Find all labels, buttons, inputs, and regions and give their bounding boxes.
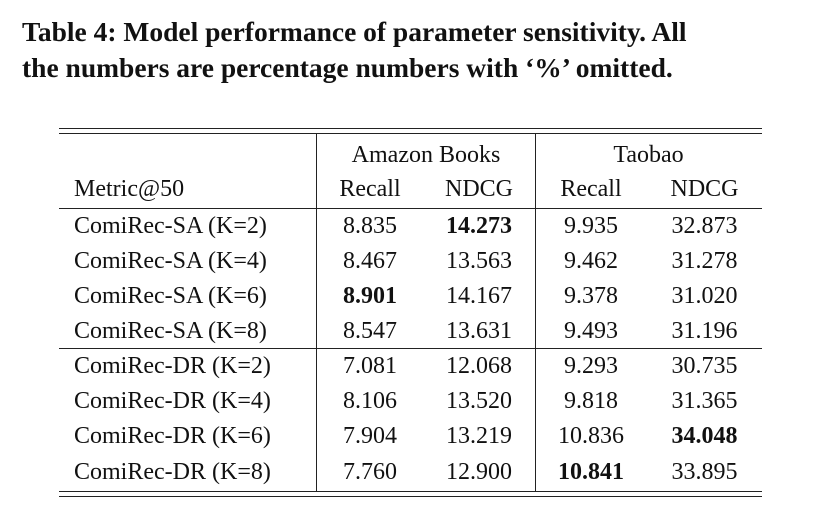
table-cell: 9.493 bbox=[564, 317, 618, 344]
table-cell: 9.462 bbox=[564, 247, 618, 274]
row-label: ComiRec-SA (K=6) bbox=[74, 282, 267, 309]
table-bottom-rule-inner bbox=[59, 491, 762, 492]
column-separator-dataset bbox=[535, 134, 536, 491]
row-label: ComiRec-DR (K=4) bbox=[74, 387, 271, 414]
table-cell: 31.196 bbox=[671, 317, 738, 344]
row-label: ComiRec-SA (K=4) bbox=[74, 247, 267, 274]
table-cell: 31.365 bbox=[671, 387, 738, 414]
table-cell: 10.836 bbox=[558, 422, 624, 449]
table-cell: 31.020 bbox=[671, 282, 738, 309]
table-cell: 34.048 bbox=[671, 422, 738, 449]
table-cell: 13.563 bbox=[446, 247, 512, 274]
table-top-rule-outer bbox=[59, 128, 762, 129]
table-cell: 7.081 bbox=[343, 352, 397, 379]
table-cell: 8.901 bbox=[343, 282, 397, 309]
table-cell: 8.547 bbox=[343, 317, 397, 344]
table-cell: 13.631 bbox=[446, 317, 512, 344]
table-cell: 33.895 bbox=[671, 458, 738, 485]
table-cell: 8.106 bbox=[343, 387, 397, 414]
group-separator-rule bbox=[59, 348, 762, 349]
table-top-rule-inner bbox=[59, 133, 762, 134]
table-cell: 7.904 bbox=[343, 422, 397, 449]
table-cell: 8.835 bbox=[343, 212, 397, 239]
table-cell: 9.818 bbox=[564, 387, 618, 414]
table-cell: 13.520 bbox=[446, 387, 512, 414]
group-header-taobao: Taobao bbox=[613, 142, 684, 168]
table-cell: 8.467 bbox=[343, 247, 397, 274]
results-table: Amazon Books Taobao Metric@50 Recall NDC… bbox=[59, 126, 762, 500]
caption-line-1: Table 4: Model performance of parameter … bbox=[22, 16, 687, 47]
metric-corner-label: Metric@50 bbox=[74, 176, 185, 202]
column-header-taobao-ndcg: NDCG bbox=[670, 176, 739, 202]
group-header-amazon-books: Amazon Books bbox=[351, 142, 501, 168]
table-cell: 9.935 bbox=[564, 212, 618, 239]
row-label: ComiRec-DR (K=8) bbox=[74, 458, 271, 485]
table-cell: 14.273 bbox=[446, 212, 512, 239]
column-header-amazon-recall: Recall bbox=[339, 176, 401, 202]
table-cell: 31.278 bbox=[671, 247, 738, 274]
column-separator-label bbox=[316, 134, 317, 491]
row-label: ComiRec-DR (K=6) bbox=[74, 422, 271, 449]
table-cell: 9.293 bbox=[564, 352, 618, 379]
table-cell: 12.068 bbox=[446, 352, 512, 379]
table-bottom-rule-outer bbox=[59, 496, 762, 497]
row-label: ComiRec-DR (K=2) bbox=[74, 352, 271, 379]
table-cell: 12.900 bbox=[446, 458, 512, 485]
row-label: ComiRec-SA (K=8) bbox=[74, 317, 267, 344]
caption-line-2: the numbers are percentage numbers with … bbox=[22, 52, 673, 83]
table-cell: 13.219 bbox=[446, 422, 512, 449]
table-cell: 9.378 bbox=[564, 282, 618, 309]
column-header-taobao-recall: Recall bbox=[560, 176, 622, 202]
table-cell: 30.735 bbox=[671, 352, 738, 379]
column-header-amazon-ndcg: NDCG bbox=[444, 176, 513, 202]
table-cell: 14.167 bbox=[446, 282, 512, 309]
table-cell: 7.760 bbox=[343, 458, 397, 485]
row-label: ComiRec-SA (K=2) bbox=[74, 212, 267, 239]
table-cell: 10.841 bbox=[558, 458, 624, 485]
header-rule bbox=[59, 208, 762, 209]
table-caption: Table 4: Model performance of parameter … bbox=[22, 14, 812, 86]
table-cell: 32.873 bbox=[671, 212, 738, 239]
